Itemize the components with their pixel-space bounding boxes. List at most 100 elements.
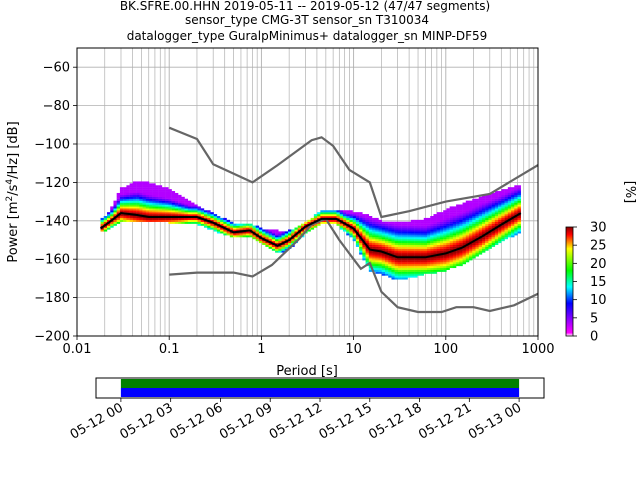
- mean-curve-path: [99, 212, 522, 259]
- psd-cell: [481, 198, 486, 201]
- psd-cell: [113, 208, 117, 211]
- psd-cell: [417, 233, 421, 236]
- psd-cell: [149, 212, 153, 215]
- psd-cell: [459, 212, 463, 215]
- psd-cell: [116, 216, 121, 219]
- psd-cell: [478, 216, 483, 219]
- psd-cell: [417, 237, 421, 240]
- psd-cell: [349, 223, 353, 226]
- psd-cell: [439, 214, 444, 217]
- psd-cell: [213, 229, 218, 232]
- psd-cell: [430, 225, 434, 228]
- psd-cell: [284, 244, 289, 247]
- psd-cell: [514, 221, 518, 224]
- psd-cell: [320, 212, 324, 215]
- psd-cell: [472, 208, 476, 211]
- psd-cell: [239, 223, 243, 226]
- psd-cell: [391, 240, 395, 244]
- psd-cell: [433, 252, 437, 255]
- psd-cell: [511, 194, 515, 197]
- psd-cell: [142, 192, 146, 196]
- psd-cell: [375, 233, 379, 236]
- psd-cell: [407, 260, 412, 263]
- psd-cell: [498, 227, 502, 230]
- psd-cell: [145, 187, 150, 190]
- psd-cell: [184, 204, 189, 207]
- psd-cell: [491, 202, 496, 205]
- psd-cell: [349, 212, 353, 215]
- psd-cell: [507, 187, 512, 190]
- psd-cell: [504, 189, 509, 192]
- psd-cell: [443, 269, 447, 272]
- psd-cell: [362, 216, 366, 219]
- psd-cell: [368, 237, 373, 240]
- psd-cell: [181, 212, 185, 215]
- psd-cell: [339, 225, 344, 228]
- y-tick-label: −200: [34, 330, 70, 345]
- psd-cell: [414, 239, 418, 242]
- psd-cell: [145, 185, 150, 188]
- psd-cell: [365, 225, 370, 228]
- psd-cell: [494, 223, 499, 226]
- psd-cell: [184, 217, 189, 221]
- psd-cell: [501, 233, 505, 236]
- psd-cell: [161, 214, 166, 217]
- psd-cell: [359, 225, 363, 228]
- psd-cell: [514, 202, 518, 205]
- psd-cell: [401, 239, 405, 242]
- psd-cell: [507, 235, 512, 238]
- psd-cell: [278, 233, 282, 236]
- psd-cell: [342, 225, 347, 228]
- colorbar-tick-label: 30: [590, 221, 607, 236]
- psd-cell: [427, 217, 431, 221]
- psd-cell: [339, 214, 344, 217]
- psd-cell: [126, 196, 130, 199]
- psd-cell: [278, 248, 282, 251]
- psd-cell: [123, 208, 127, 211]
- psd-cell: [174, 200, 179, 203]
- psd-cell: [420, 248, 424, 251]
- low-noise-model-line: [168, 126, 538, 219]
- psd-cell: [359, 212, 363, 215]
- psd-cell: [452, 258, 457, 261]
- psd-cell: [443, 219, 447, 222]
- psd-cell: [139, 189, 143, 192]
- psd-cell: [284, 237, 289, 240]
- psd-cell: [339, 227, 344, 230]
- psd-cell: [100, 229, 104, 232]
- psd-cell: [397, 273, 402, 276]
- psd-cell: [391, 262, 395, 265]
- psd-cell: [372, 265, 376, 269]
- psd-cell: [103, 221, 108, 224]
- psd-cell: [414, 250, 418, 253]
- psd-cell: [481, 250, 486, 253]
- psd-cell: [203, 225, 208, 228]
- psd-cell: [381, 258, 386, 261]
- psd-cell: [427, 264, 431, 267]
- psd-cell: [168, 192, 172, 196]
- psd-cell: [517, 221, 521, 224]
- psd-cell: [478, 196, 483, 199]
- psd-cell: [414, 260, 418, 263]
- psd-cell: [359, 240, 363, 244]
- psd-cell: [439, 264, 444, 267]
- psd-cell: [152, 191, 156, 194]
- psd-cell: [507, 196, 512, 199]
- psd-cell: [478, 208, 483, 211]
- psd-cell: [372, 252, 376, 255]
- psd-cell: [420, 239, 424, 242]
- psd-cell: [436, 262, 441, 265]
- psd-cell: [478, 206, 483, 209]
- psd-cell: [456, 240, 460, 244]
- psd-cell: [129, 185, 134, 188]
- psd-cell: [258, 229, 263, 232]
- psd-cell: [116, 212, 121, 215]
- psd-cell: [152, 194, 156, 197]
- psd-cell: [401, 271, 405, 274]
- psd-cell: [446, 223, 450, 226]
- psd-cell: [485, 202, 489, 205]
- psd-cell: [433, 227, 437, 230]
- psd-cell: [139, 196, 143, 199]
- psd-cell: [258, 235, 263, 238]
- psd-cell: [407, 273, 412, 276]
